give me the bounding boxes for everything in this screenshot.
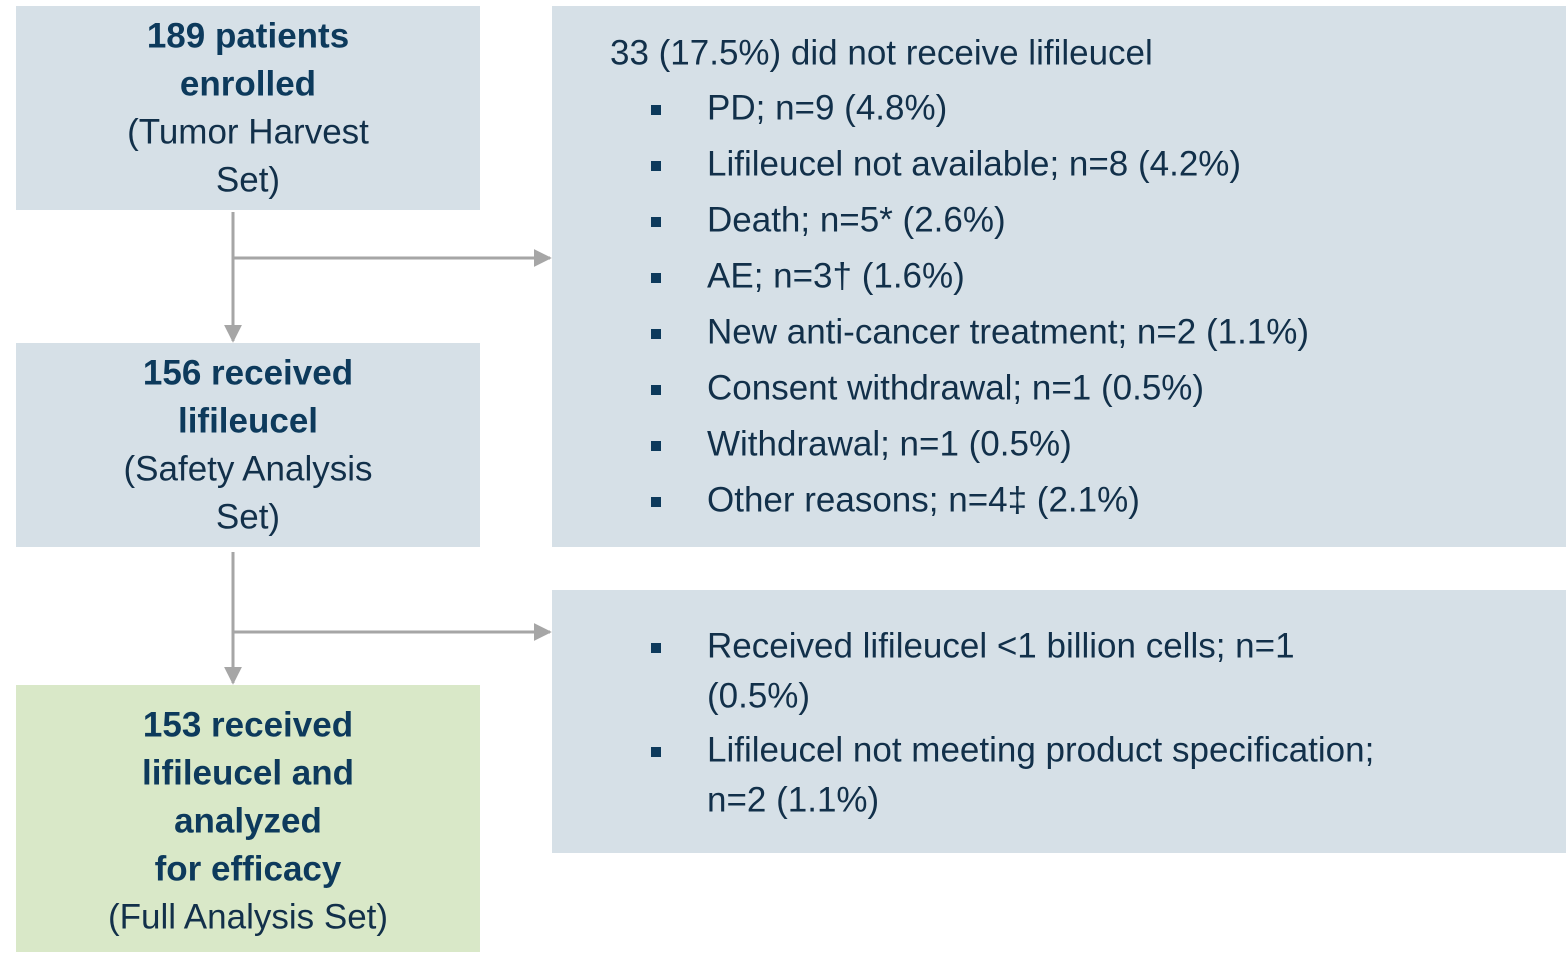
node-note: Set) bbox=[216, 160, 280, 199]
exclusion-item: Lifileucel not available; n=8 (4.2%) bbox=[707, 144, 1241, 183]
exclusion-item: AE; n=3† (1.6%) bbox=[707, 256, 965, 295]
exclusion-box bbox=[552, 6, 1566, 547]
exclusion-item: New anti-cancer treatment; n=2 (1.1%) bbox=[707, 312, 1309, 351]
bullet bbox=[651, 747, 661, 757]
exclusion-item: Consent withdrawal; n=1 (0.5%) bbox=[707, 368, 1204, 407]
bullet bbox=[651, 273, 661, 283]
exclusion-item: Withdrawal; n=1 (0.5%) bbox=[707, 424, 1072, 463]
bullet bbox=[651, 497, 661, 507]
bullet bbox=[651, 217, 661, 227]
exclusion-item: n=2 (1.1%) bbox=[707, 780, 879, 819]
exclusion-item: Other reasons; n=4‡ (2.1%) bbox=[707, 480, 1140, 519]
exclusion-item: Received lifileucel <1 billion cells; n=… bbox=[707, 626, 1295, 665]
node-note: (Full Analysis Set) bbox=[108, 897, 388, 936]
node-title: for efficacy bbox=[155, 849, 342, 888]
bullet bbox=[651, 329, 661, 339]
node-title: 156 received bbox=[143, 353, 353, 392]
node-box bbox=[16, 685, 480, 952]
exclusion-item: Death; n=5* (2.6%) bbox=[707, 200, 1006, 239]
node-box bbox=[16, 6, 480, 210]
exclusion-item: Lifileucel not meeting product specifica… bbox=[707, 730, 1374, 769]
node-title: 153 received bbox=[143, 705, 353, 744]
exclusion-box bbox=[552, 590, 1566, 853]
bullet bbox=[651, 385, 661, 395]
node-box bbox=[16, 343, 480, 547]
node-title: lifileucel bbox=[178, 401, 318, 440]
node-title: lifileucel and bbox=[142, 753, 354, 792]
node-note: (Safety Analysis bbox=[124, 449, 373, 488]
node-title: 189 patients bbox=[147, 16, 349, 55]
bullet bbox=[651, 643, 661, 653]
node-note: (Tumor Harvest bbox=[127, 112, 369, 151]
node-title: analyzed bbox=[174, 801, 322, 840]
exclusion-item: PD; n=9 (4.8%) bbox=[707, 88, 947, 127]
bullet bbox=[651, 161, 661, 171]
bullet bbox=[651, 441, 661, 451]
node-note: Set) bbox=[216, 497, 280, 536]
exclusion-heading: 33 (17.5%) did not receive lifileucel bbox=[610, 33, 1153, 72]
exclusion-item: (0.5%) bbox=[707, 676, 810, 715]
node-title: enrolled bbox=[180, 64, 316, 103]
bullet bbox=[651, 105, 661, 115]
